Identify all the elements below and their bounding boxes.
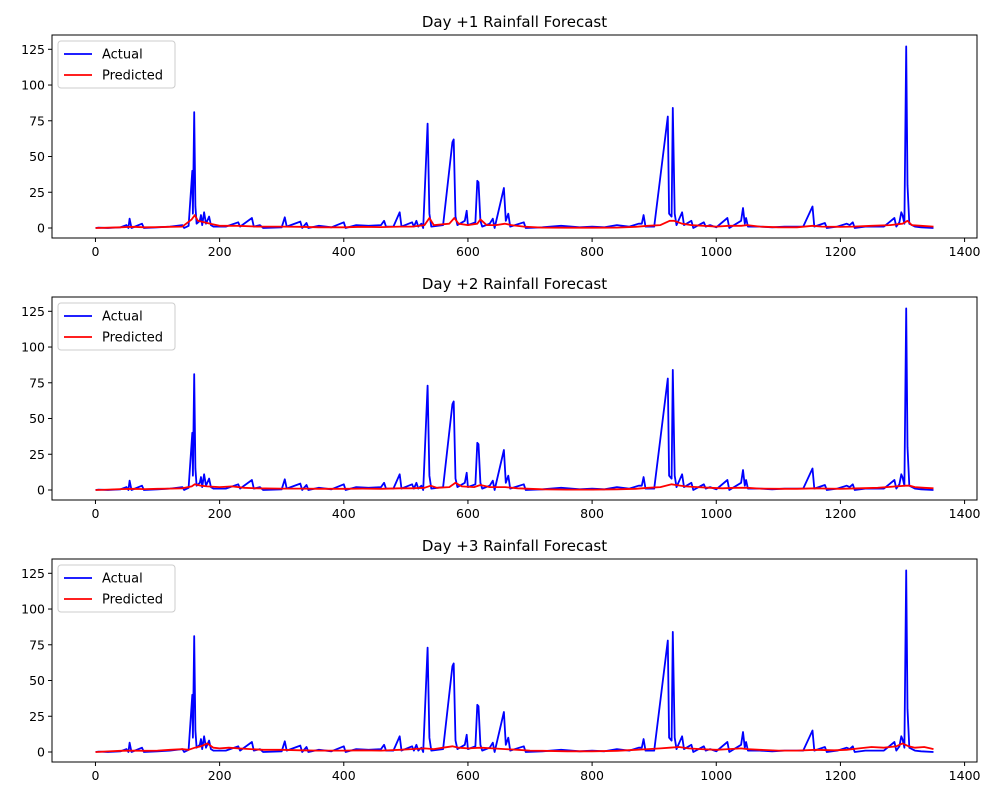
x-tick-label: 800 — [580, 768, 604, 783]
legend-label-actual: Actual — [102, 572, 143, 587]
y-tick-label: 125 — [21, 42, 45, 57]
y-tick-label: 75 — [29, 113, 45, 128]
series-line-predicted — [95, 742, 934, 753]
x-tick-label: 0 — [91, 506, 99, 521]
x-tick-label: 800 — [580, 244, 604, 259]
y-tick-label: 0 — [37, 220, 45, 235]
y-tick-label: 75 — [29, 375, 45, 390]
plot-frame — [51, 558, 978, 763]
y-tick-label: 0 — [37, 482, 45, 497]
x-tick-label: 800 — [580, 506, 604, 521]
chart-title: Day +3 Rainfall Forecast — [422, 537, 607, 555]
y-tick-label: 125 — [21, 566, 45, 581]
x-tick-label: 1400 — [949, 506, 981, 521]
plot-area — [51, 34, 978, 239]
subplot-day-1: Day +1 Rainfall Forecast 0 200 400 600 800 100… — [21, 13, 980, 259]
series-line-predicted — [95, 481, 934, 491]
x-tick-label: 1200 — [825, 768, 857, 783]
y-tick-label: 50 — [29, 411, 45, 426]
legend-label-predicted: Predicted — [102, 331, 163, 346]
y-tick-label: 100 — [21, 340, 45, 355]
x-tick-label: 200 — [208, 244, 232, 259]
legend: Actual Predicted — [57, 40, 176, 89]
x-tick-label: 1000 — [700, 768, 732, 783]
chart-title: Day +1 Rainfall Forecast — [422, 13, 607, 31]
x-tick-label: 1200 — [825, 244, 857, 259]
plot-frame — [51, 34, 978, 239]
x-tick-label: 600 — [456, 768, 480, 783]
x-tick-label: 0 — [91, 768, 99, 783]
legend: Actual Predicted — [57, 564, 176, 613]
x-tick-label: 1000 — [700, 244, 732, 259]
x-tick-label: 1400 — [949, 768, 981, 783]
y-tick-label: 25 — [29, 185, 45, 200]
x-tick-label: 600 — [456, 506, 480, 521]
plot-frame — [51, 296, 978, 501]
legend-box — [57, 40, 176, 89]
x-tick-label: 400 — [332, 244, 356, 259]
plot-area — [51, 296, 978, 501]
legend: Actual Predicted — [57, 302, 176, 351]
chart-title: Day +2 Rainfall Forecast — [422, 275, 607, 293]
y-tick-label: 0 — [37, 744, 45, 759]
y-tick-label: 50 — [29, 149, 45, 164]
x-tick-label: 0 — [91, 244, 99, 259]
y-tick-label: 75 — [29, 637, 45, 652]
x-tick-label: 200 — [208, 768, 232, 783]
x-tick-label: 1200 — [825, 506, 857, 521]
subplot-day-2: Day +2 Rainfall Forecast 0 200 400 600 800 100… — [21, 275, 980, 521]
subplot-day-3: Day +3 Rainfall Forecast 0 200 400 600 800 100… — [21, 537, 980, 783]
y-tick-label: 25 — [29, 709, 45, 724]
y-tick-label: 25 — [29, 447, 45, 462]
x-tick-label: 400 — [332, 506, 356, 521]
legend-label-predicted: Predicted — [102, 593, 163, 608]
y-tick-label: 100 — [21, 602, 45, 617]
y-tick-label: 50 — [29, 673, 45, 688]
plot-area — [51, 558, 978, 763]
series-line-predicted — [95, 214, 934, 229]
legend-label-actual: Actual — [102, 48, 143, 63]
x-tick-label: 1400 — [949, 244, 981, 259]
x-tick-label: 1000 — [700, 506, 732, 521]
y-tick-label: 125 — [21, 304, 45, 319]
x-tick-label: 600 — [456, 244, 480, 259]
y-tick-label: 100 — [21, 78, 45, 93]
x-tick-label: 400 — [332, 768, 356, 783]
x-tick-label: 200 — [208, 506, 232, 521]
legend-box — [57, 564, 176, 613]
legend-box — [57, 302, 176, 351]
legend-label-actual: Actual — [102, 310, 143, 325]
legend-label-predicted: Predicted — [102, 69, 163, 84]
